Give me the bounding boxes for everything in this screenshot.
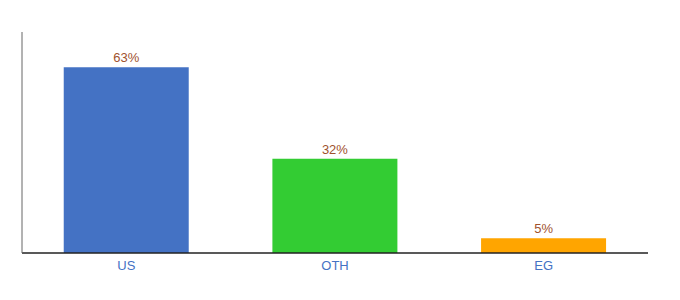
svg-text:OTH: OTH bbox=[321, 258, 348, 273]
svg-text:5%: 5% bbox=[534, 221, 553, 236]
svg-text:32%: 32% bbox=[322, 142, 348, 157]
svg-text:EG: EG bbox=[534, 258, 553, 273]
svg-text:US: US bbox=[117, 258, 135, 273]
svg-text:63%: 63% bbox=[113, 50, 139, 65]
